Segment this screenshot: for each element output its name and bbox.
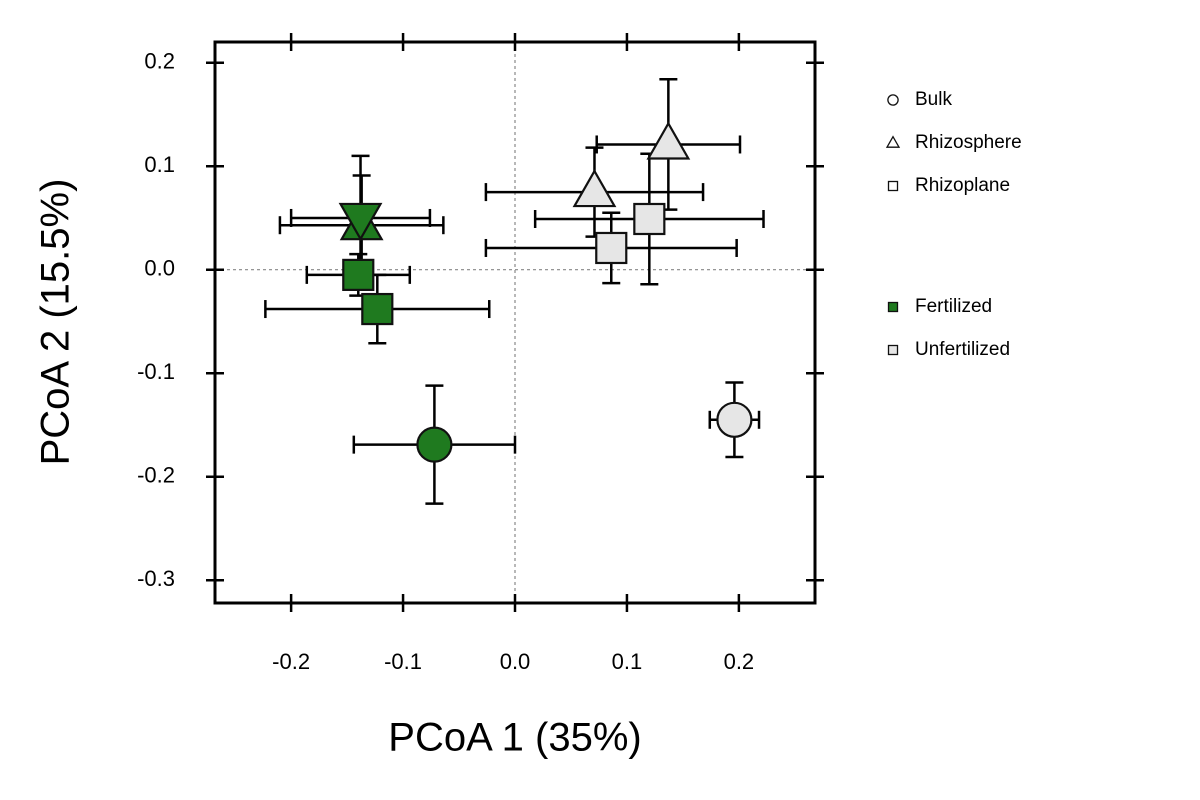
y-tick-label: 0.0 xyxy=(144,256,175,281)
y-tick-label: -0.2 xyxy=(137,463,175,488)
legend-symbol xyxy=(887,301,899,313)
point xyxy=(572,168,617,208)
point xyxy=(646,121,691,160)
legend-label: Unfertilized xyxy=(915,339,1010,360)
legend-label: Rhizosphere xyxy=(915,132,1022,153)
point xyxy=(595,231,628,265)
x-axis-title: PCoA 1 (35%) xyxy=(388,716,641,760)
x-tick-label: 0.1 xyxy=(612,649,643,674)
point xyxy=(338,202,383,242)
legend-symbol xyxy=(887,344,899,356)
x-tick-label: -0.2 xyxy=(272,649,310,674)
y-tick-label: 0.1 xyxy=(144,152,175,177)
legend-symbol xyxy=(887,180,899,192)
y-tick-label: -0.1 xyxy=(137,359,175,384)
legend-label: Fertilized xyxy=(915,296,992,317)
point xyxy=(342,258,375,291)
y-tick-label: -0.3 xyxy=(137,566,175,591)
y-tick-label: 0.2 xyxy=(144,49,175,74)
legend-symbol xyxy=(887,94,899,106)
legend-symbol xyxy=(885,135,901,148)
point xyxy=(416,426,453,463)
x-tick-label: -0.1 xyxy=(384,649,422,674)
legend-label: Rhizoplane xyxy=(915,175,1010,196)
point xyxy=(716,401,753,438)
point xyxy=(633,202,666,236)
x-tick-label: 0.0 xyxy=(500,649,531,674)
legend-label: Bulk xyxy=(915,89,952,110)
y-axis-title: PCoA 2 (15.5%) xyxy=(34,179,78,466)
point xyxy=(361,292,394,326)
x-tick-label: 0.2 xyxy=(724,649,755,674)
